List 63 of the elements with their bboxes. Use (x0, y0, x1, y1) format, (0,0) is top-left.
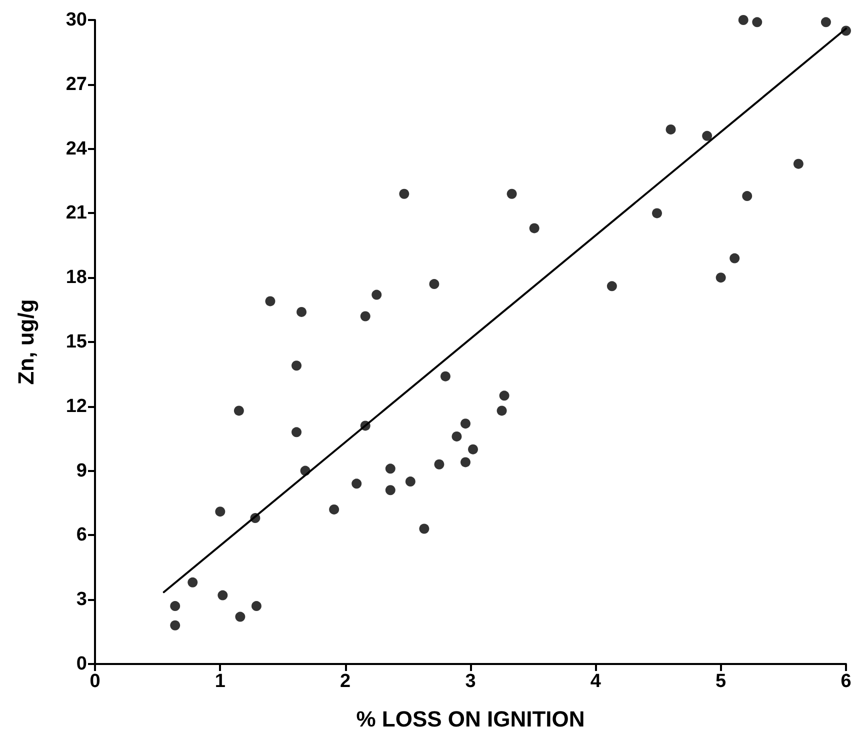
y-tick-label: 18 (66, 267, 87, 288)
point (372, 290, 382, 300)
point (468, 444, 478, 454)
point (265, 296, 276, 306)
point (652, 208, 662, 218)
point (292, 427, 302, 438)
point (499, 390, 510, 401)
point (793, 158, 804, 169)
point (738, 15, 748, 25)
point (440, 371, 450, 382)
x-axis-title: % LOSS ON IGNITION (356, 706, 585, 732)
y-tick-label: 24 (66, 138, 88, 160)
y-tick-label: 21 (66, 202, 88, 224)
x-tick-label: 5 (716, 671, 727, 692)
point (752, 17, 762, 28)
point (460, 418, 470, 429)
x-tick-label: 0 (90, 671, 100, 692)
point (215, 506, 226, 517)
point (742, 191, 752, 202)
point (820, 17, 831, 28)
point (405, 476, 416, 487)
y-tick-label: 3 (76, 589, 87, 610)
point (251, 601, 262, 612)
point (329, 504, 340, 514)
point (292, 360, 302, 371)
x-tick-label: 2 (340, 671, 351, 692)
point (716, 272, 726, 283)
y-tick-label: 15 (66, 332, 88, 352)
point (529, 223, 540, 234)
point (385, 485, 396, 496)
point (234, 406, 244, 416)
y-tick-label: 0 (76, 654, 87, 674)
point (506, 188, 517, 199)
point (702, 130, 712, 141)
point (429, 279, 440, 290)
point (452, 431, 462, 442)
point (419, 524, 430, 534)
point (460, 457, 470, 468)
point (188, 577, 198, 588)
y-tick-label: 6 (76, 524, 87, 546)
point (399, 188, 410, 199)
point (360, 311, 370, 322)
x-tick-label: 6 (840, 671, 852, 692)
x-tick-label: 3 (465, 671, 476, 692)
point (235, 612, 246, 622)
point (666, 124, 676, 134)
point (218, 590, 228, 600)
y-tick-label: 30 (66, 10, 87, 30)
x-tick-label: 4 (590, 671, 602, 692)
y-tick-label: 27 (66, 74, 87, 95)
point (496, 406, 507, 416)
x-tick-label: 1 (214, 671, 226, 692)
point (606, 281, 617, 292)
point (385, 464, 396, 474)
point (296, 306, 307, 317)
point (170, 620, 180, 630)
y-tick-label: 12 (66, 396, 87, 417)
point (730, 253, 740, 264)
y-tick-label: 9 (76, 460, 87, 482)
y-axis-title: Zn, ug/g (14, 299, 38, 385)
point (352, 478, 362, 489)
point (170, 601, 180, 612)
point (434, 459, 444, 470)
